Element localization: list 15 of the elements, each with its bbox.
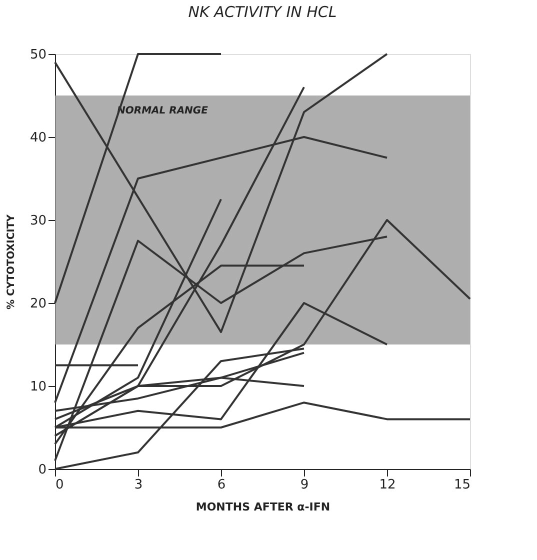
x-tick-label: 6 [217, 478, 226, 492]
y-axis-title: % CYTOTOXICITY [6, 214, 17, 310]
x-axis-title: MONTHS AFTER α-IFN [196, 500, 330, 514]
y-tick-label: 50 [30, 48, 46, 62]
y-tick-label: 30 [30, 214, 46, 228]
x-tick-label: 3 [134, 478, 143, 492]
x-tick-label: 0 [56, 478, 64, 492]
y-tick-label: 40 [30, 130, 46, 146]
y-tick-label: 0 [38, 462, 46, 478]
x-tick-label: 9 [300, 478, 309, 492]
chart-title: NK ACTIVITY IN HCL [188, 3, 337, 21]
y-tick-label: 20 [30, 296, 46, 312]
y-tick-label: 10 [30, 380, 46, 394]
x-tick-label: 15 [454, 478, 470, 492]
x-tick-label: 12 [379, 478, 396, 492]
